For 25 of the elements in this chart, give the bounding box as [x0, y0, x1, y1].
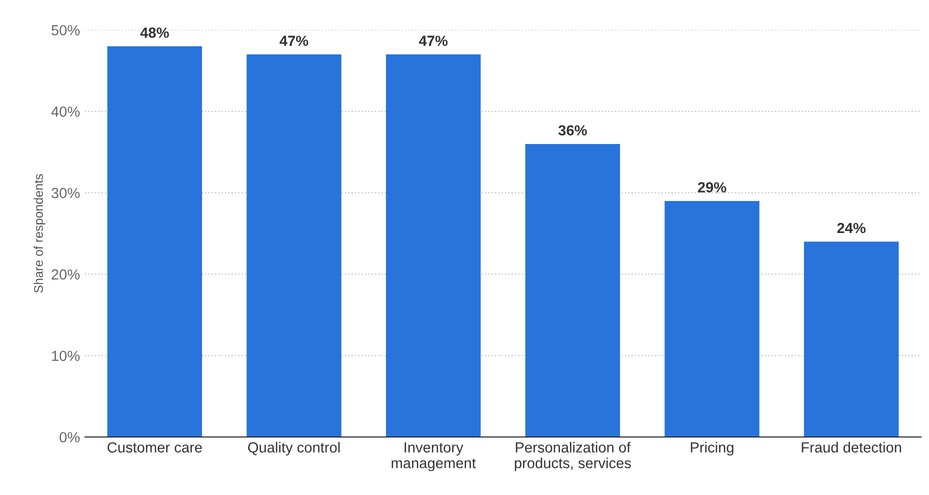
data-label: 36% — [558, 125, 587, 136]
x-tick-label: Personalization of products, services — [514, 442, 631, 472]
x-tick-label: Inventory management — [392, 442, 476, 472]
bar — [804, 242, 899, 437]
x-tick-label: Quality control — [248, 442, 340, 456]
bar — [246, 54, 342, 437]
x-tick-label: Pricing — [690, 442, 734, 456]
bar — [525, 144, 620, 437]
data-label: 47% — [280, 36, 308, 46]
y-axis-title: Share of respondents — [34, 174, 46, 293]
data-label: 24% — [837, 222, 866, 234]
y-tick-label: 0% — [60, 432, 80, 442]
x-tick-label: Fraud detection — [802, 442, 902, 453]
bar — [386, 54, 481, 437]
data-label: 48% — [140, 28, 169, 38]
y-tick-label: 30% — [52, 188, 80, 198]
y-tick-label: 20% — [52, 269, 80, 280]
bar — [107, 46, 202, 437]
y-tick-label: 40% — [51, 106, 80, 117]
data-label: 29% — [698, 182, 726, 192]
data-label: 47% — [418, 36, 448, 46]
bar — [664, 200, 760, 437]
y-tick-label: 10% — [52, 350, 80, 362]
y-tick-label: 50% — [52, 25, 80, 36]
x-tick-label: Customer care — [108, 442, 202, 453]
